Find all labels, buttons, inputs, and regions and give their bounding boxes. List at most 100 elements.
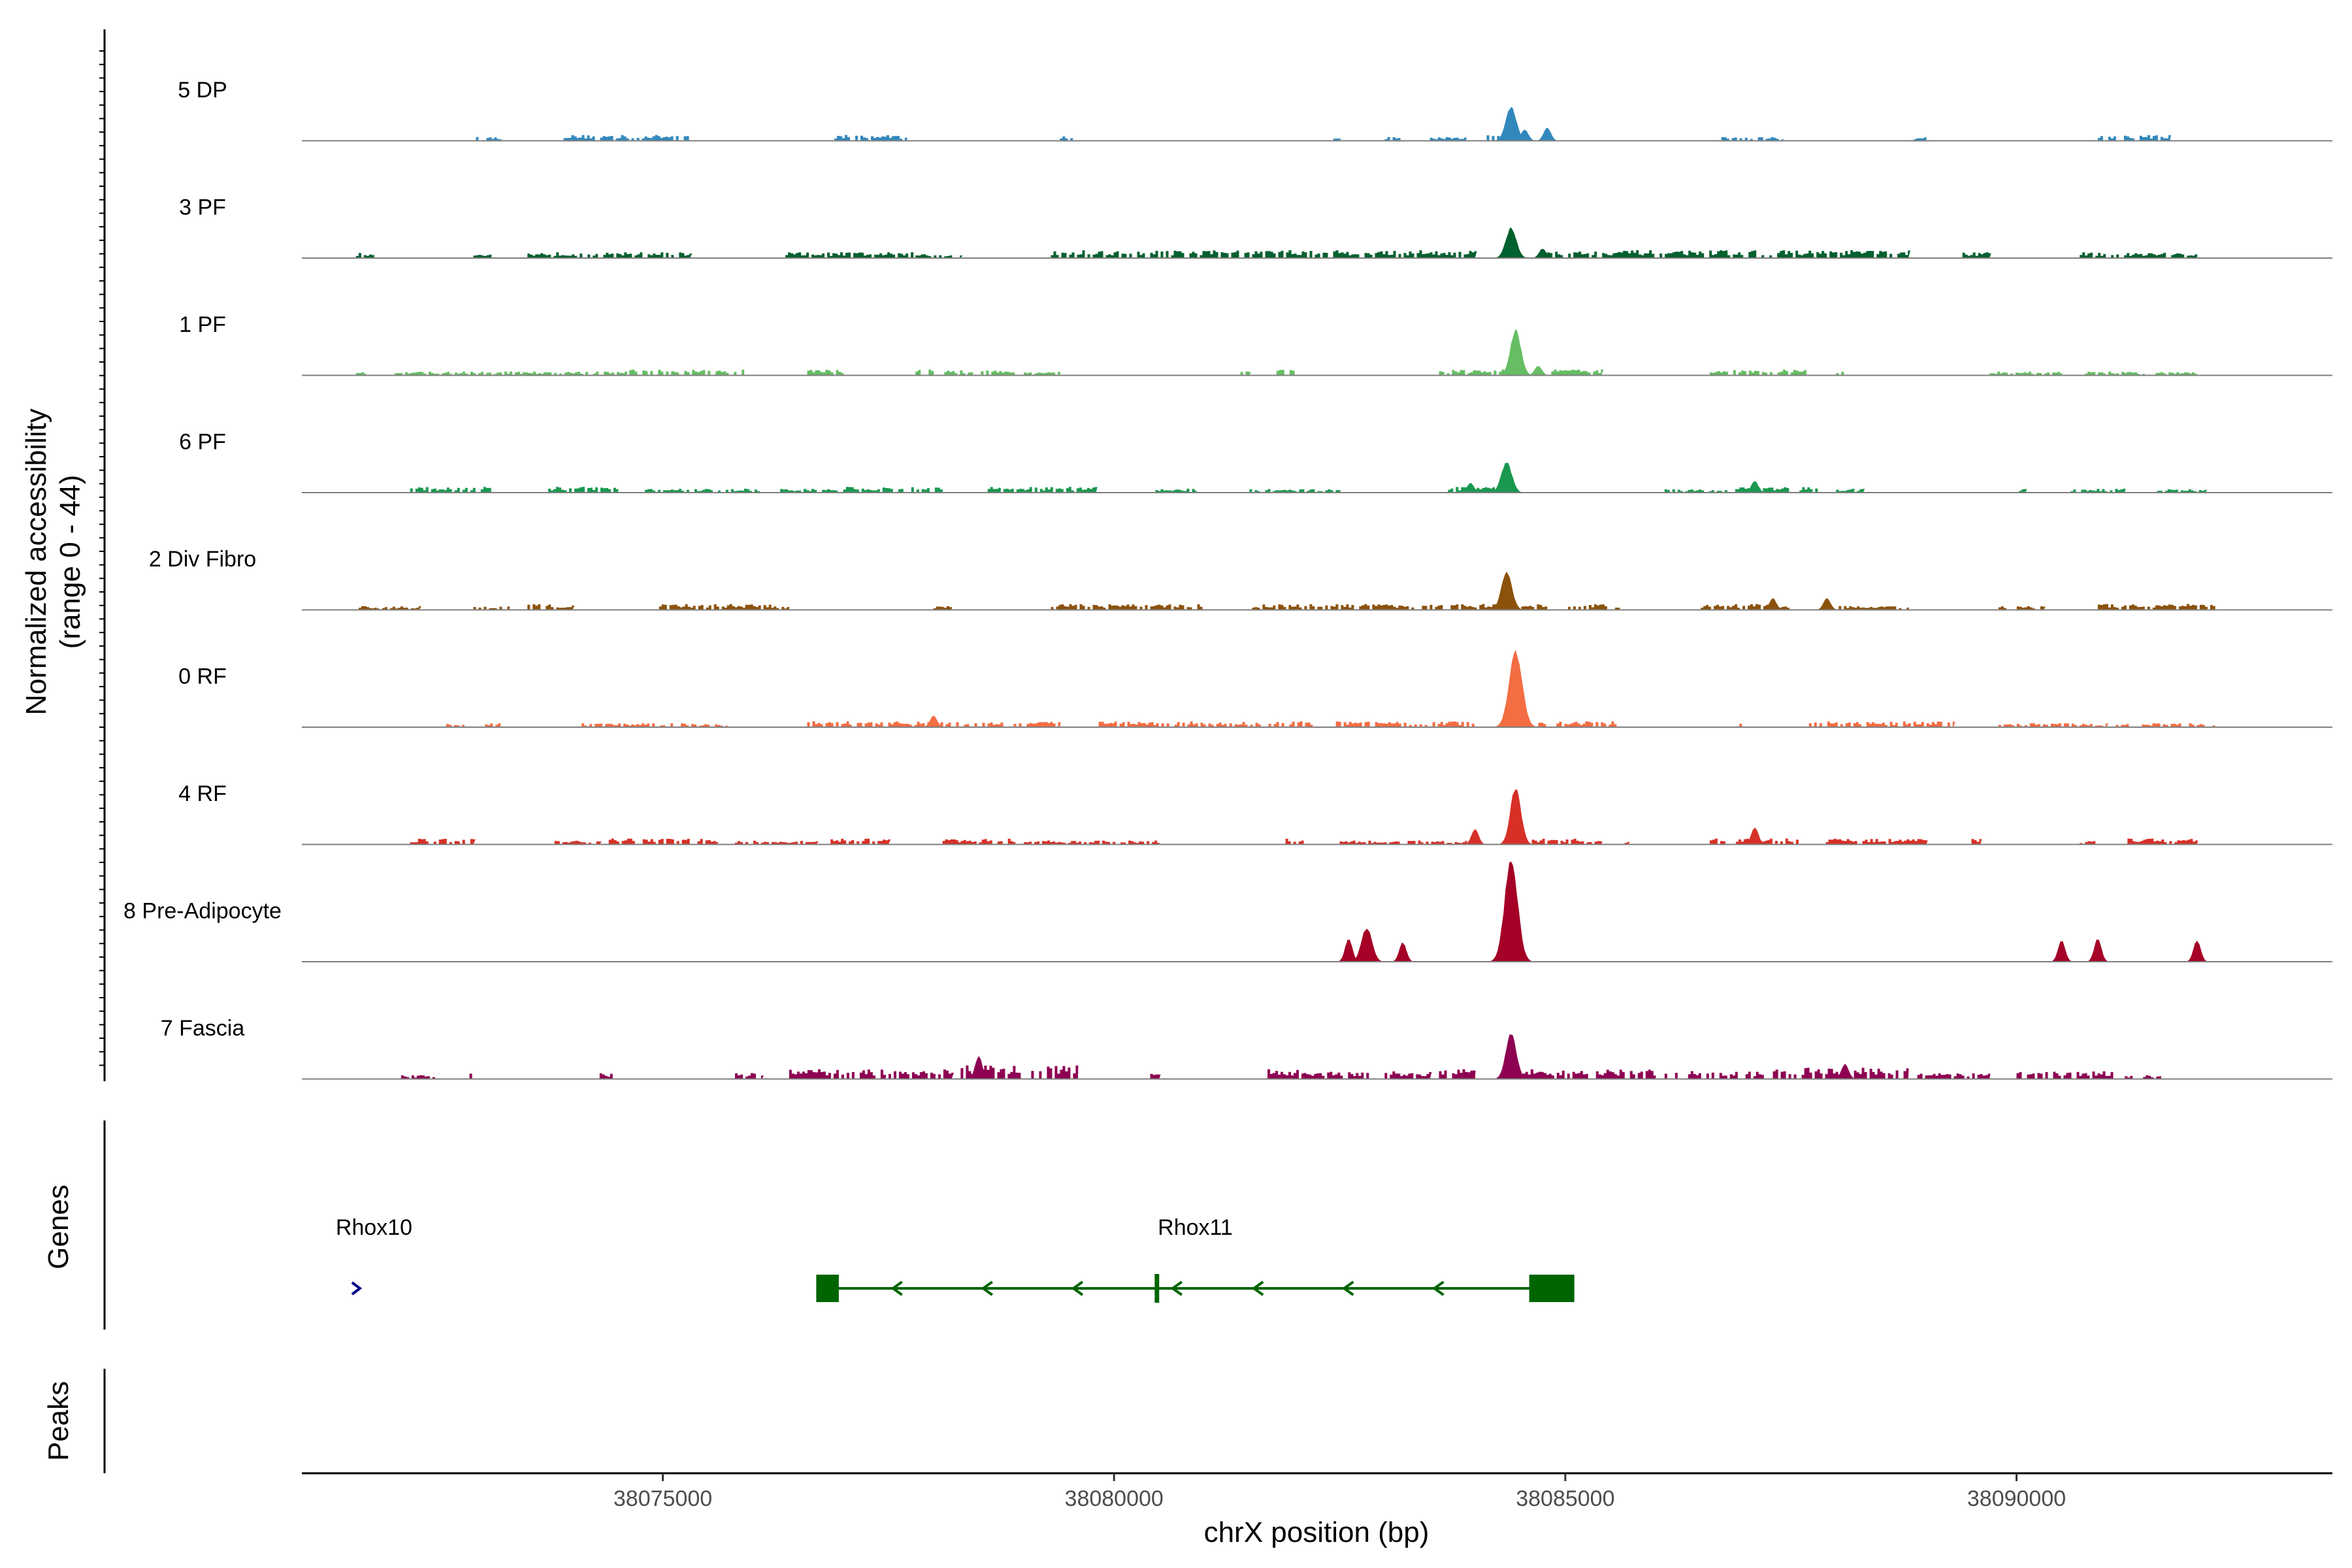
coverage-peak	[1390, 943, 1416, 962]
coverage-block	[915, 254, 963, 258]
coverage-block	[608, 838, 719, 845]
coverage-block	[1150, 489, 1198, 493]
coverage-block	[1249, 604, 1448, 610]
coverage-block	[942, 838, 1016, 845]
coverage-block	[581, 723, 736, 727]
coverage-block	[834, 135, 907, 141]
coverage-block	[906, 721, 1061, 727]
coverage-peak	[1492, 1034, 1530, 1079]
coverage-block	[1051, 250, 1477, 258]
coverage-block	[2097, 135, 2171, 141]
track-label: 7 Fascia	[161, 1016, 245, 1041]
coverage-block	[1529, 838, 1603, 845]
coverage-block	[1709, 369, 1809, 376]
coverage-block	[1998, 606, 2046, 610]
coverage-block	[2080, 252, 2198, 258]
coverage-block	[2125, 1075, 2162, 1079]
track-6-pf: 6 PF	[179, 430, 2332, 493]
track-label: 6 PF	[179, 430, 226, 455]
coverage-block	[1339, 840, 1468, 845]
coverage-block	[473, 137, 502, 141]
x-axis-title: chrX position (bp)	[1204, 1516, 1429, 1548]
coverage-block	[527, 252, 693, 258]
coverage-block	[1520, 1069, 1656, 1079]
coverage-block	[1818, 838, 1928, 845]
track-8-pre-adipocyte: 8 Pre-Adipocyte	[123, 861, 2332, 962]
strand-arrow	[981, 1281, 993, 1296]
coverage-block	[464, 1073, 475, 1079]
coverage-block	[1971, 839, 1982, 845]
coverage-block	[1096, 721, 1313, 727]
coverage-block	[1547, 250, 1911, 258]
y-axis-title-line1: Normalized accessibility	[20, 408, 52, 715]
coverage-peak	[1529, 249, 1556, 258]
x-tick-label: 38075000	[613, 1486, 712, 1511]
coverage-peak	[1335, 939, 1362, 962]
coverage-peak	[1742, 481, 1768, 493]
track-label: 1 PF	[179, 312, 226, 337]
coverage-block	[789, 1069, 954, 1079]
coverage-block	[1908, 137, 1927, 141]
strand-arrow	[1251, 1281, 1264, 1296]
coverage-block	[527, 604, 575, 610]
track-label: 8 Pre-Adipocyte	[123, 899, 282, 924]
coverage-block	[1836, 372, 1847, 376]
strand-arrow	[1170, 1281, 1183, 1296]
coverage-block	[780, 489, 846, 493]
strand-arrow	[351, 1281, 363, 1296]
track-4-rf: 4 RF	[178, 781, 2332, 845]
x-tick-label: 38090000	[1967, 1486, 2066, 1511]
track-label: 0 RF	[178, 664, 227, 689]
coverage-peak	[1742, 827, 1768, 845]
strand-arrow	[1432, 1281, 1445, 1296]
coverage-block	[1989, 371, 2063, 376]
coverage-block	[2080, 371, 2198, 376]
coverage-block	[563, 135, 692, 141]
track-7-fascia: 7 Fascia	[161, 1016, 2332, 1080]
coverage-block	[1718, 137, 1784, 141]
strand-arrow	[1341, 1281, 1354, 1296]
coverage-block	[2070, 489, 2126, 493]
coverage-block	[1664, 1071, 1764, 1079]
coverage-block	[410, 838, 476, 845]
coverage-block	[1249, 489, 1341, 493]
gene-exon	[1154, 1274, 1160, 1303]
coverage-block	[1330, 721, 1477, 727]
coverage-block	[1737, 723, 1748, 727]
x-tick-label: 38085000	[1516, 1486, 1614, 1511]
coverage-peak	[1497, 329, 1535, 376]
coverage-block	[410, 487, 494, 493]
gene-rhox10: Rhox10	[336, 1215, 412, 1296]
coverage-peak	[2085, 939, 2111, 962]
y-axis-title-line2: (range 0 - 44)	[54, 475, 86, 649]
coverage-block	[1962, 252, 1991, 258]
coverage-tracks: 5 DP 3 PF 1 PF 6 PF 2 Div Fibro 0 RF 4 RF 8 Pre…	[123, 78, 2332, 1080]
coverage-block	[473, 606, 510, 610]
coverage-block	[1701, 604, 1793, 610]
coverage-block	[599, 1073, 618, 1079]
coverage-block	[482, 723, 501, 727]
coverage-peak	[1488, 463, 1526, 493]
coverage-block	[1836, 489, 1865, 493]
gene-exon	[1529, 1275, 1575, 1302]
coverage-block	[446, 724, 465, 727]
coverage-peak	[1525, 366, 1552, 376]
track-label: 4 RF	[178, 781, 227, 806]
coverage-block	[400, 1075, 438, 1079]
coverage-block	[392, 371, 628, 376]
coverage-peak	[2048, 941, 2075, 962]
coverage-peak	[1488, 861, 1535, 962]
coverage-block	[1429, 137, 1467, 141]
coverage-block	[1303, 1071, 1432, 1079]
coverage-block	[1439, 1069, 1476, 1079]
coverage-block	[1836, 606, 1910, 610]
coverage-block	[1565, 604, 1620, 610]
left-axis-lines	[99, 29, 106, 1473]
coverage-block	[843, 487, 943, 493]
track-5-dp: 5 DP	[178, 78, 2332, 142]
track-label: 5 DP	[178, 78, 227, 103]
coverage-block	[1024, 372, 1061, 376]
track-0-rf: 0 RF	[178, 649, 2332, 728]
x-axis: 38075000 38080000 38085000 38090000	[302, 1472, 2332, 1511]
coverage-block	[1664, 489, 1738, 493]
